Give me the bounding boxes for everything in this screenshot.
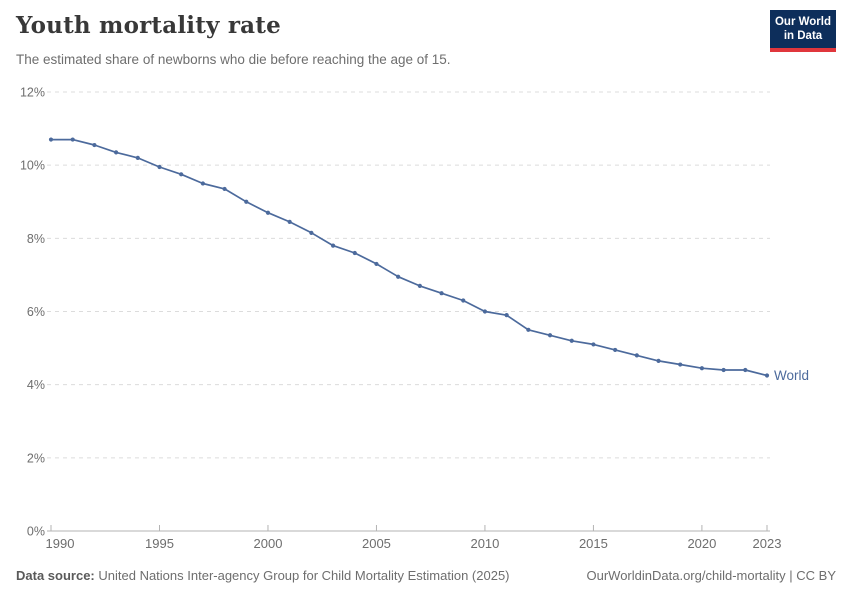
data-point-2003 — [330, 243, 336, 248]
x-tick-label-2000: 2000 — [254, 536, 283, 551]
data-point-2021 — [721, 367, 726, 373]
data-point-2001 — [287, 219, 292, 224]
data-point-1996 — [179, 172, 184, 177]
series-markers — [48, 137, 770, 378]
y-tick-label-4: 4% — [27, 378, 45, 392]
y-gridlines — [47, 91, 770, 459]
x-tick-label-2015: 2015 — [579, 536, 608, 551]
data-point-1997 — [200, 181, 205, 186]
data-point-1992 — [92, 142, 97, 148]
x-tick-label-1990: 1990 — [46, 536, 75, 551]
data-point-2006 — [396, 274, 401, 279]
data-point-1998 — [222, 186, 227, 192]
line-chart-area: 0% 2% 4% 6% 8% 10% 12% 1990 1995 2000 2005 2010 2015… — [20, 86, 809, 552]
x-axis-labels: 1990 1995 2000 2005 2010 2015 2020 2023 — [46, 536, 782, 551]
series-end-label: World — [774, 368, 809, 383]
y-tick-label-10: 10% — [20, 159, 45, 173]
data-point-2002 — [309, 230, 314, 235]
data-point-2022 — [743, 367, 748, 373]
chart-title: Youth mortality rate — [16, 12, 281, 39]
owid-logo-line2: in Data — [783, 30, 823, 43]
x-tick-label-1995: 1995 — [145, 536, 174, 551]
data-point-2005 — [374, 261, 379, 267]
data-point-1994 — [135, 155, 140, 160]
data-point-2018 — [656, 358, 661, 363]
data-point-1993 — [113, 150, 119, 155]
data-point-2014 — [569, 338, 574, 343]
data-point-2004 — [352, 250, 357, 256]
data-point-2009 — [461, 298, 466, 303]
data-point-2017 — [634, 353, 639, 358]
line-chart: 0% 2% 4% 6% 8% 10% 12% 1990 1995 2000 2005 2010 2015… — [20, 86, 809, 552]
y-tick-label-6: 6% — [27, 305, 45, 319]
data-point-1990 — [48, 137, 54, 142]
chart-subtitle: The estimated share of newborns who die … — [16, 52, 451, 67]
series-line-world — [50, 138, 768, 377]
data-point-1995 — [157, 164, 162, 170]
data-point-2008 — [439, 291, 444, 296]
data-source-text: United Nations Inter-agency Group for Ch… — [98, 568, 510, 583]
data-point-2019 — [678, 362, 683, 367]
data-point-2023 — [764, 373, 770, 378]
data-point-2016 — [613, 347, 618, 353]
x-tick-label-2023: 2023 — [753, 536, 782, 551]
x-tick-label-2005: 2005 — [362, 536, 391, 551]
owid-logo-line1: Our World — [774, 16, 831, 28]
data-source-label: Data source: — [16, 568, 95, 583]
chart-footer: Data source: United Nations Inter-agency… — [16, 568, 836, 583]
data-source-note: Data source: United Nations Inter-agency… — [16, 568, 510, 583]
y-tick-label-2: 2% — [27, 451, 45, 465]
data-point-2013 — [547, 333, 553, 338]
data-point-1999 — [244, 199, 249, 204]
x-tick-label-2020: 2020 — [687, 536, 716, 551]
y-tick-label-0: 0% — [27, 525, 45, 539]
data-point-2015 — [591, 342, 596, 347]
y-axis-labels: 0% 2% 4% 6% 8% 10% 12% — [20, 86, 45, 539]
x-tick-label-2010: 2010 — [470, 536, 499, 551]
owid-logo: Our World in Data — [770, 10, 836, 52]
x-axis-ticks — [50, 525, 768, 531]
data-point-2011 — [504, 313, 509, 318]
y-tick-label-8: 8% — [27, 232, 45, 246]
data-point-2010 — [482, 309, 488, 314]
footer-link: OurWorldinData.org/child-mortality | CC … — [586, 568, 837, 583]
data-point-1991 — [70, 137, 75, 142]
data-point-2007 — [417, 283, 422, 288]
y-tick-label-12: 12% — [20, 86, 45, 100]
data-point-2020 — [699, 366, 705, 371]
data-point-2012 — [526, 327, 531, 332]
data-point-2000 — [265, 210, 271, 215]
